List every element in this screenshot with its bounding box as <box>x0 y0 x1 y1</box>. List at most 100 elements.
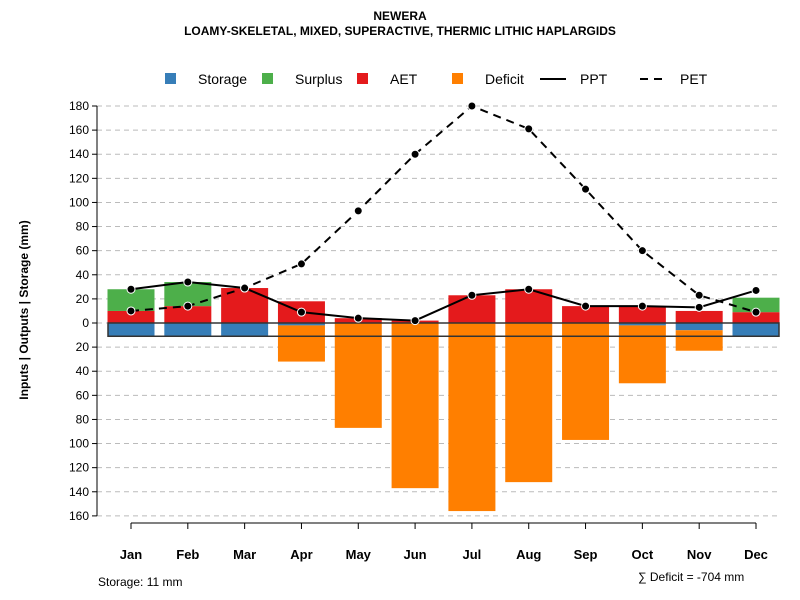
deficit-bar <box>618 325 666 384</box>
legend-swatch <box>357 73 368 84</box>
deficit-bar <box>562 323 610 440</box>
y-tick-label: 160 <box>69 123 89 137</box>
aet-bar <box>164 306 212 323</box>
ppt-point <box>751 285 761 295</box>
y-tick-label: 80 <box>76 412 90 426</box>
x-tick-label: Dec <box>744 547 768 562</box>
aet-bar <box>562 306 610 323</box>
pet-point <box>751 307 761 317</box>
ppt-line <box>130 281 757 322</box>
storage-bar <box>277 323 325 326</box>
deficit-footnote: ∑ Deficit = -704 mm <box>638 570 745 584</box>
y-tick-label: 0 <box>82 316 89 330</box>
pet-point <box>581 184 591 194</box>
pet-line <box>130 104 757 314</box>
x-tick-label: Jul <box>463 547 482 562</box>
pet-point <box>694 290 704 300</box>
ppt-point <box>694 302 704 312</box>
y-tick-label: 180 <box>69 99 89 113</box>
legend-item-surplus: Surplus <box>262 71 342 87</box>
ppt-point <box>183 277 193 287</box>
x-tick-label: Aug <box>516 547 541 562</box>
legend-label: PPT <box>580 71 608 87</box>
legend-item-ppt: PPT <box>540 71 608 87</box>
x-tick-label: Sep <box>574 547 598 562</box>
legend-item-aet: AET <box>357 71 418 87</box>
legend-label: Surplus <box>295 71 342 87</box>
x-tick-label: Feb <box>176 547 199 562</box>
x-tick-label: Jun <box>404 547 427 562</box>
y-tick-label: 140 <box>69 485 89 499</box>
deficit-bar <box>391 323 439 489</box>
y-tick-label: 120 <box>69 171 89 185</box>
aet-bar <box>732 312 780 323</box>
y-tick-label: 100 <box>69 195 89 209</box>
pet-point <box>353 206 363 216</box>
y-tick-label: 20 <box>76 340 90 354</box>
storage-capacity-box <box>107 322 780 338</box>
surplus-bar <box>107 289 155 311</box>
legend-label: Storage <box>198 71 247 87</box>
aet-bar <box>107 310 155 323</box>
y-tick-label: 20 <box>76 292 90 306</box>
pet-point <box>410 149 420 159</box>
y-tick-label: 60 <box>76 244 90 258</box>
ppt-point <box>126 284 136 294</box>
ppt-point <box>410 316 420 326</box>
legend-swatch <box>262 73 273 84</box>
legend-label: AET <box>390 71 418 87</box>
pet-point <box>467 101 477 111</box>
pet-point <box>126 306 136 316</box>
x-tick-label: Mar <box>233 547 256 562</box>
deficit-bar <box>277 325 325 362</box>
storage-bar <box>107 323 155 337</box>
storage-footnote: Storage: 11 mm <box>98 575 183 589</box>
chart-title: NEWERA <box>373 9 427 23</box>
ppt-point <box>296 307 306 317</box>
deficit-bar <box>675 330 723 351</box>
pet-point <box>637 246 647 256</box>
legend-item-storage: Storage <box>165 71 247 87</box>
y-tick-label: 100 <box>69 437 89 451</box>
ppt-point <box>353 313 363 323</box>
ppt-point <box>240 283 250 293</box>
storage-bar <box>618 323 666 326</box>
y-tick-label: 120 <box>69 461 89 475</box>
y-axis-label: Inputs | Outputs | Storage (mm) <box>17 220 31 399</box>
legend-label: PET <box>680 71 708 87</box>
storage-bar <box>732 323 780 337</box>
aet-bar <box>448 295 496 323</box>
deficit-bar <box>448 323 496 512</box>
pet-point <box>524 124 534 134</box>
legend-swatch <box>165 73 176 84</box>
ppt-point <box>637 301 647 311</box>
y-tick-label: 40 <box>76 268 90 282</box>
ppt-point <box>467 290 477 300</box>
y-tick-label: 60 <box>76 388 90 402</box>
storage-bar <box>164 323 212 337</box>
ppt-point <box>524 284 534 294</box>
y-tick-label: 160 <box>69 509 89 523</box>
aet-bar <box>675 310 723 323</box>
pet-point <box>296 259 306 269</box>
y-tick-label: 140 <box>69 147 89 161</box>
y-tick-label: 40 <box>76 364 90 378</box>
legend-swatch <box>452 73 463 84</box>
chart-subtitle: LOAMY-SKELETAL, MIXED, SUPERACTIVE, THER… <box>184 24 616 38</box>
legend-label: Deficit <box>485 71 524 87</box>
storage-bar <box>675 323 723 331</box>
aet-bar <box>618 306 666 323</box>
legend-item-deficit: Deficit <box>452 71 524 87</box>
ppt-point <box>581 301 591 311</box>
legend-item-pet: PET <box>640 71 708 87</box>
x-tick-label: Oct <box>632 547 654 562</box>
pet-point <box>183 301 193 311</box>
deficit-bar <box>334 323 382 428</box>
y-tick-label: 80 <box>76 220 90 234</box>
x-tick-label: Nov <box>687 547 712 562</box>
x-tick-label: Apr <box>290 547 312 562</box>
storage-bar <box>221 323 269 337</box>
x-tick-label: Jan <box>120 547 142 562</box>
